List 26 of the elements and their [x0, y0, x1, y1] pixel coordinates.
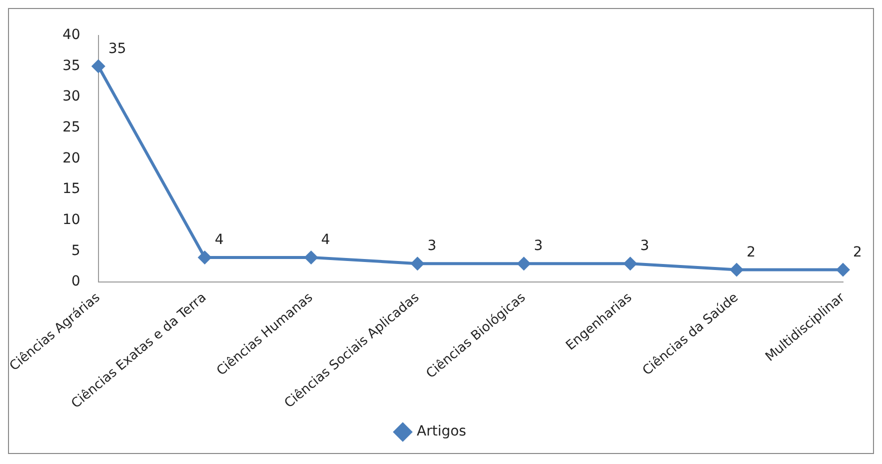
- data-label: 4: [321, 232, 330, 248]
- point: [198, 250, 212, 264]
- y-tick-label: 5: [71, 242, 80, 259]
- point: [304, 250, 318, 264]
- y-tick-label: 10: [62, 212, 80, 228]
- point: [730, 262, 744, 277]
- y-tick-label: 15: [62, 181, 80, 198]
- y-tick-label: 40: [62, 27, 80, 44]
- y-tick-label: 35: [62, 58, 80, 74]
- data-label: 2: [853, 244, 862, 260]
- data-label: 4: [214, 232, 224, 248]
- y-tick-label: 0: [71, 274, 80, 290]
- legend-label: Artigos: [416, 424, 466, 440]
- data-label: 2: [746, 244, 756, 260]
- y-tick-label: 30: [62, 88, 80, 105]
- data-label: 3: [640, 238, 650, 254]
- y-tick-label: 25: [62, 120, 80, 136]
- point: [516, 256, 531, 271]
- data-label: 35: [108, 40, 126, 57]
- point: [836, 262, 850, 277]
- y-tick-label: 20: [62, 150, 80, 166]
- data-label: 3: [534, 238, 543, 254]
- data-label: 3: [427, 238, 436, 254]
- point: [623, 256, 638, 271]
- point: [91, 59, 106, 74]
- point: [410, 256, 424, 271]
